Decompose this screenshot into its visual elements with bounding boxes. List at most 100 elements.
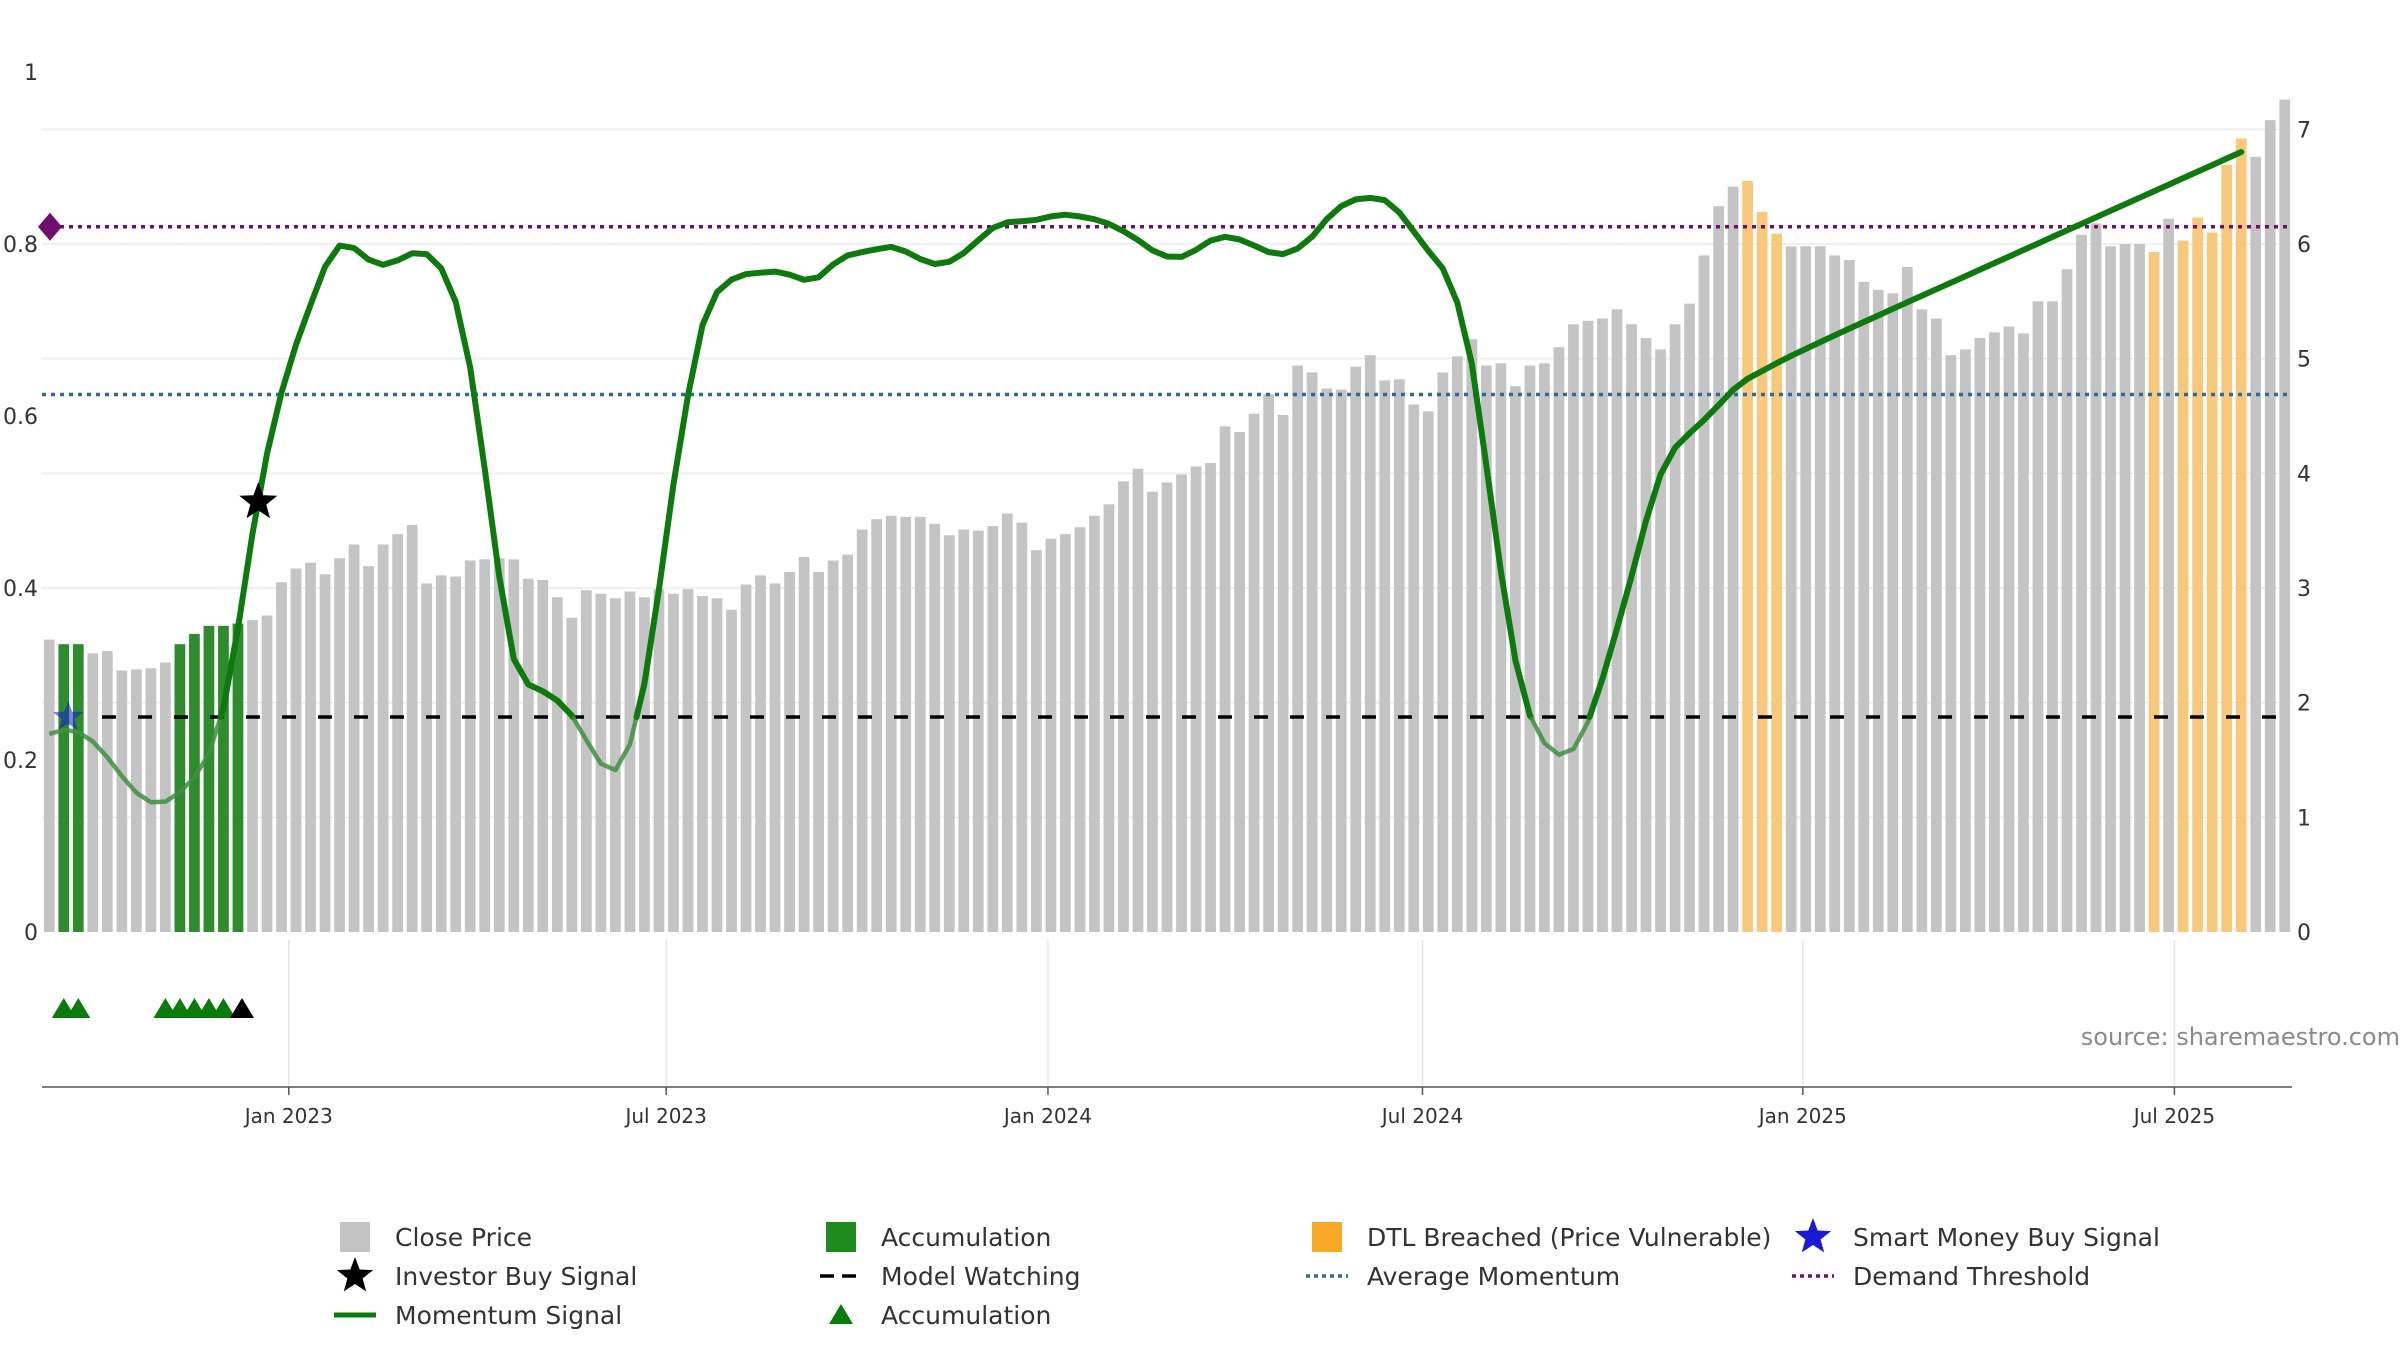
- close-price-bar: [1785, 246, 1797, 932]
- smart-money-buy-star: [52, 701, 84, 730]
- close-price-bar: [2119, 244, 2131, 932]
- close-price-bar: [1901, 266, 1913, 932]
- right-tick-label: 4: [2297, 462, 2311, 487]
- close-price-bar: [1640, 338, 1652, 932]
- close-price-bar: [798, 557, 810, 932]
- dtl-breached-bar: [2148, 252, 2160, 932]
- close-price-bar: [1945, 355, 1957, 932]
- signal-markers: [51, 482, 278, 1018]
- close-price-bar: [1800, 246, 1812, 932]
- close-price-bar: [1001, 513, 1013, 932]
- close-price-bar: [1568, 324, 1579, 932]
- right-tick-label: 5: [2297, 348, 2311, 373]
- close-price-bar: [101, 651, 113, 932]
- close-price-bar: [1263, 394, 1274, 932]
- close-price-bar: [1626, 324, 1637, 932]
- close-price-bar: [610, 598, 621, 932]
- left-tick-label: 1: [24, 61, 38, 86]
- accumulation-bar: [232, 623, 244, 932]
- momentum-line: [1586, 149, 2245, 720]
- dtl-breached-bar: [2235, 138, 2247, 933]
- close-price-bar: [1713, 206, 1724, 932]
- close-price-bar: [43, 639, 55, 932]
- close-price-bar: [1205, 463, 1216, 932]
- close-price-bar: [987, 526, 999, 932]
- close-price-bar: [1350, 366, 1362, 932]
- close-price-bar: [697, 596, 708, 932]
- investor-buy-marker: [229, 998, 254, 1018]
- close-price-bar: [1132, 468, 1144, 932]
- dtl-breached-bar: [2206, 232, 2218, 933]
- momentum-line: [633, 194, 1534, 720]
- close-price-bar: [566, 617, 578, 932]
- close-price-bar: [2264, 120, 2276, 932]
- close-price-bar: [784, 571, 795, 932]
- left-tick-label: 0.8: [3, 233, 38, 258]
- close-price-bar: [319, 574, 331, 932]
- demand-threshold-diamond: [38, 212, 62, 241]
- price-bars: [43, 99, 2291, 933]
- close-price-bar: [1437, 372, 1449, 933]
- close-price-bar: [87, 653, 99, 932]
- close-price-bar: [493, 558, 505, 932]
- close-price-bar: [1480, 365, 1492, 933]
- close-price-bar: [842, 554, 854, 932]
- close-price-bar: [769, 583, 781, 932]
- close-price-bar: [740, 584, 752, 932]
- close-price-bar: [1916, 309, 1928, 932]
- close-price-bar: [1190, 466, 1202, 932]
- close-price-bar: [479, 559, 491, 932]
- close-price-bar: [711, 598, 723, 932]
- close-price-bar: [1597, 318, 1608, 932]
- legend-investor-buy-star: [336, 1257, 374, 1292]
- close-price-bar: [1335, 389, 1347, 932]
- close-price-bar: [1248, 413, 1260, 932]
- close-price-bar: [1306, 372, 1318, 933]
- x-tick-label: Jul 2023: [623, 1104, 706, 1128]
- legend-accumulation-triangle: [829, 1304, 853, 1324]
- legend-label: Accumulation: [881, 1301, 1051, 1330]
- legend-dtl-swatch: [1312, 1222, 1342, 1252]
- legend-label: Demand Threshold: [1853, 1262, 2090, 1291]
- close-price-bar: [914, 516, 926, 932]
- close-price-bar: [755, 575, 766, 932]
- dtl-breached-bar: [1742, 180, 1754, 932]
- close-price-bar: [1655, 349, 1666, 932]
- close-price-bar: [116, 670, 128, 932]
- close-price-bar: [2032, 301, 2044, 932]
- left-tick-label: 0.2: [3, 749, 38, 774]
- close-price-bar: [668, 593, 679, 932]
- close-price-bar: [1292, 365, 1304, 933]
- right-tick-label: 0: [2297, 921, 2311, 946]
- close-price-bar: [1669, 324, 1681, 932]
- close-price-bar: [130, 669, 142, 932]
- close-price-bar: [682, 589, 694, 932]
- right-tick-label: 1: [2297, 806, 2311, 831]
- close-price-bar: [537, 579, 549, 932]
- source-credit: source: sharemaestro.com: [2081, 1023, 2400, 1051]
- x-tick-label: Jan 2025: [1757, 1104, 1847, 1128]
- legend-label: Model Watching: [881, 1262, 1081, 1291]
- right-tick-label: 7: [2297, 118, 2311, 143]
- close-price-bar: [1539, 363, 1550, 933]
- legend-label: Accumulation: [881, 1223, 1051, 1252]
- close-price-bar: [551, 597, 563, 932]
- close-price-bar: [450, 576, 462, 932]
- accumulation-bar: [174, 644, 186, 932]
- close-price-bar: [392, 534, 404, 932]
- close-price-bar: [2061, 269, 2073, 932]
- close-price-bar: [1408, 404, 1420, 932]
- legend-close-swatch: [340, 1222, 370, 1252]
- close-price-bar: [1887, 293, 1899, 933]
- close-price-bar: [885, 515, 897, 932]
- close-price-bar: [421, 583, 433, 932]
- close-price-bar: [943, 535, 955, 932]
- close-price-bar: [1147, 491, 1158, 932]
- momentum-line-weak: [48, 716, 223, 805]
- left-tick-label: 0: [24, 921, 38, 946]
- close-price-bar: [261, 615, 273, 932]
- legend-label: Investor Buy Signal: [395, 1262, 637, 1291]
- close-price-bar: [2134, 244, 2145, 932]
- legend-label: Smart Money Buy Signal: [1853, 1223, 2160, 1252]
- dtl-breached-bar: [1756, 211, 1768, 933]
